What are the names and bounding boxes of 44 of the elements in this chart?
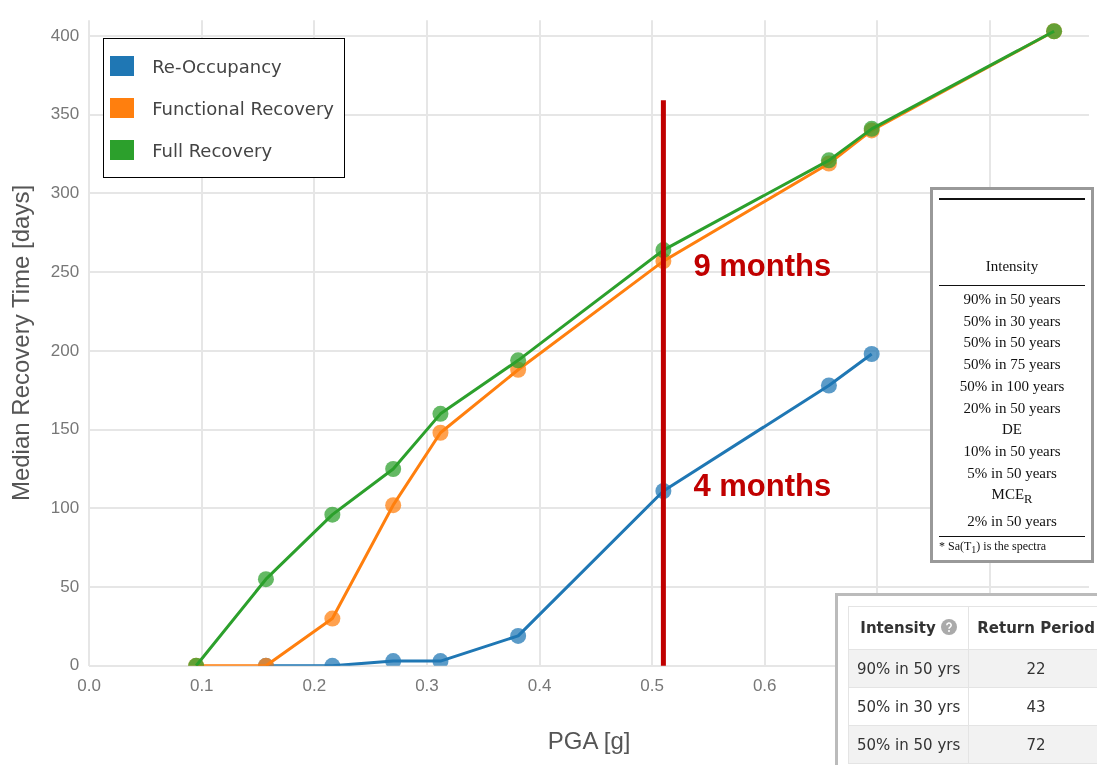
legend-label: Functional Recovery [152, 97, 334, 119]
category-label: 10% in 50 years [962, 441, 1062, 461]
category-label: MCE$_{R}$ [990, 485, 1034, 509]
category-label: DE [1001, 420, 1023, 440]
category-label: 50% in 30 years [962, 311, 1062, 331]
x-axis-title: PGA [g] [547, 727, 631, 755]
legend-label: Re-Occupancy [152, 55, 282, 77]
y-tick-label: 400 [50, 25, 80, 45]
x-tick-label: 0.6 [752, 675, 777, 695]
y-tick-label: 50 [60, 576, 80, 596]
category-label: 2% in 50 years [966, 512, 1058, 532]
y-tick-label: 100 [50, 498, 80, 518]
data-label: 43 [968, 687, 1097, 726]
y-axis-title: Median Recovery Time [days] [7, 184, 35, 502]
x-tick-label: 0.2 [302, 675, 327, 695]
y-tick-label: 150 [50, 419, 80, 439]
x-tick-label: 0.3 [415, 675, 439, 695]
x-tick-label: 0.4 [527, 675, 552, 695]
annotation: 4 months [693, 468, 832, 504]
category-label: 20% in 50 years [962, 398, 1062, 418]
y-tick-label: 300 [50, 183, 80, 203]
text: Intensity [939, 198, 1085, 286]
x-tick-label: 0.1 [189, 675, 214, 695]
data-label: 72 [968, 725, 1097, 764]
category-label: 50% in 75 years [962, 355, 1062, 375]
y-tick-label: 0 [69, 655, 80, 675]
data-label: 22 [968, 649, 1097, 688]
category-label: 5% in 50 years [966, 463, 1058, 483]
x-tick-label: 0.5 [640, 675, 664, 695]
y-tick-label: 250 [50, 261, 80, 281]
legend-label: Full Recovery [152, 139, 273, 161]
text: Return Period [968, 606, 1097, 650]
annotation: 9 months [693, 247, 832, 283]
y-tick-label: 350 [50, 104, 80, 124]
x-tick-label: 0.0 [77, 675, 101, 695]
category-label: 90% in 50 yrs [848, 649, 969, 688]
annotation: * Sa(T$_{1}$) is the spectra [939, 535, 1085, 556]
category-label: 50% in 100 years [958, 376, 1066, 396]
category-label: 50% in 30 yrs [848, 687, 969, 726]
category-label: 50% in 50 yrs [848, 725, 969, 764]
text: Intensity [848, 606, 969, 650]
category-label: 90% in 50 years [962, 290, 1062, 309]
category-label: 50% in 50 years [962, 333, 1062, 353]
y-tick-label: 200 [50, 340, 80, 360]
